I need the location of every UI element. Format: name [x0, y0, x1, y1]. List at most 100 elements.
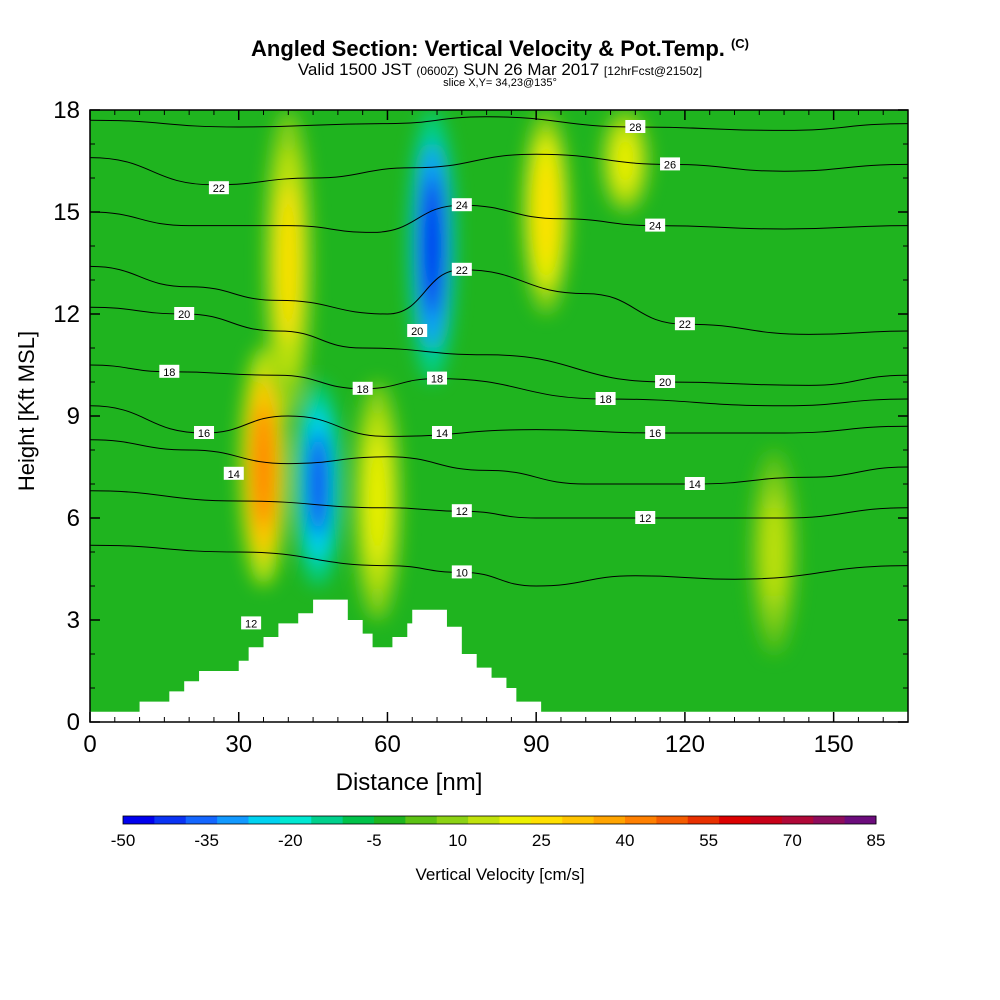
theta-contour-24: [90, 204, 908, 233]
colorbar-swatch: [185, 816, 218, 824]
contour-label-18: 18: [595, 392, 616, 406]
velocity-updraft-1: [264, 110, 312, 416]
colorbar-swatch: [279, 816, 312, 824]
velocity-updraft-0: [240, 348, 287, 586]
contour-label-22: 22: [674, 317, 695, 331]
colorbar-tick-label: 25: [532, 831, 551, 850]
title-mark: (C): [730, 36, 749, 51]
colorbar-tick-label: 10: [448, 831, 467, 850]
x-tick-label: 90: [523, 731, 550, 758]
contour-label-extra-12: 12: [451, 504, 472, 518]
x-tick-label: 30: [225, 731, 252, 758]
contour-label-extra-10: 18: [352, 381, 373, 396]
colorbar-swatch: [844, 816, 877, 824]
contour-label-extra-7: 22: [451, 262, 472, 277]
colorbar-swatch: [342, 816, 375, 824]
velocity-downdraft-3: [408, 110, 456, 382]
svg-text:20: 20: [178, 309, 190, 321]
svg-text:18: 18: [357, 384, 369, 396]
contour-label-24: 24: [645, 218, 666, 233]
colorbar-swatch: [311, 816, 344, 824]
terrain-polygon: [90, 599, 908, 722]
colorbar-swatch: [656, 816, 689, 824]
colorbar-swatch: [625, 816, 657, 824]
colorbar-swatch: [405, 816, 438, 824]
contour-label-extra-8: 20: [407, 324, 428, 338]
colorbar-tick-label: -50: [111, 831, 136, 850]
y-tick-label: 18: [53, 97, 80, 124]
svg-text:12: 12: [639, 513, 651, 525]
svg-text:14: 14: [228, 469, 240, 481]
colorbar-swatch: [687, 816, 720, 824]
colorbar-tick-label: -20: [278, 831, 303, 850]
svg-text:22: 22: [679, 319, 691, 331]
contour-label-14: 14: [684, 477, 705, 491]
velocity-updraft-4: [354, 382, 401, 620]
colorbar-swatch: [781, 816, 814, 824]
colorbar-swatch: [719, 816, 751, 824]
contour-label-20: 20: [655, 375, 676, 389]
contour-label-extra-3: 16: [194, 426, 215, 440]
colorbar-swatch: [499, 816, 532, 824]
contour-label-extra-11: 14: [431, 426, 452, 440]
colorbar-swatch: [593, 816, 626, 824]
chart-title: Angled Section: Vertical Velocity & Pot.…: [0, 36, 1000, 62]
svg-text:18: 18: [431, 374, 443, 386]
svg-text:16: 16: [649, 428, 661, 440]
x-axis-label: Distance [nm]: [336, 769, 483, 796]
x-tick-label: 60: [374, 731, 401, 758]
svg-text:24: 24: [649, 221, 661, 233]
colorbar-swatch: [154, 816, 187, 824]
contour-label-extra-2: 18: [159, 364, 180, 379]
colorbar-tick-label: 40: [616, 831, 635, 850]
colorbar-swatch: [217, 816, 249, 824]
colorbar-frame: [122, 815, 877, 825]
velocity-updraft-7: [750, 450, 798, 654]
svg-text:22: 22: [213, 183, 225, 195]
contour-label-extra-6: 24: [451, 198, 472, 212]
colorbar-swatch: [813, 816, 846, 824]
svg-text:14: 14: [436, 428, 448, 440]
y-tick-label: 6: [67, 505, 80, 532]
y-tick-label: 15: [53, 199, 80, 226]
colorbar-swatch: [530, 816, 563, 824]
colorbar-tick-label: 85: [867, 831, 886, 850]
contour-label-28: 28: [625, 120, 646, 134]
theta-contour-10: [90, 544, 908, 587]
svg-text:26: 26: [664, 159, 676, 171]
contour-label-extra-4: 14: [223, 466, 244, 481]
colorbar-swatch: [123, 816, 155, 824]
velocity-updraft-5: [522, 110, 570, 314]
colorbar-tick-label: -5: [366, 831, 381, 850]
colorbar-swatch: [562, 816, 595, 824]
svg-text:10: 10: [456, 567, 468, 579]
colorbar: -50 -35 -20 -5 10 25 40 55 70 85 Vertical Velocity…: [111, 815, 886, 884]
valid-time: Valid 1500 JST (0600Z) SUN 26 Mar 2017 […: [0, 60, 1000, 80]
velocity-downdraft-2: [294, 382, 342, 586]
colorbar-tick-label: 55: [699, 831, 718, 850]
y-axis-label: Height [Kft MSL]: [14, 331, 39, 491]
slice-info: slice X,Y= 34,23@135°: [443, 77, 557, 89]
y-tick-label: 3: [67, 607, 80, 634]
contour-label-extra-9: 18: [427, 371, 448, 386]
svg-text:18: 18: [599, 394, 611, 406]
svg-text:16: 16: [198, 428, 210, 440]
theta-contours: 10 12 14 16 18 20 22 24 26 28 22 20 18 16 14 12 24 22 20 18…: [90, 116, 908, 630]
theta-contour-20: [90, 306, 908, 386]
svg-text:18: 18: [163, 367, 175, 379]
y-tick-label: 12: [53, 301, 80, 328]
terrain-mask: [90, 599, 908, 722]
contour-label-extra-5: 12: [241, 616, 262, 630]
svg-text:12: 12: [456, 506, 468, 518]
colorbar-swatch: [374, 816, 406, 824]
svg-text:24: 24: [456, 200, 468, 212]
theta-contour-12: [90, 490, 908, 519]
contour-label-12: 12: [635, 511, 656, 525]
contour-label-26: 26: [660, 157, 681, 171]
velocity-field: [90, 110, 908, 722]
svg-text:22: 22: [456, 265, 468, 277]
colorbar-swatch: [436, 816, 469, 824]
chart-title-text: Angled Section: Vertical Velocity & Pot.…: [251, 36, 725, 61]
valid-date: SUN 26 Mar 2017: [463, 60, 600, 79]
